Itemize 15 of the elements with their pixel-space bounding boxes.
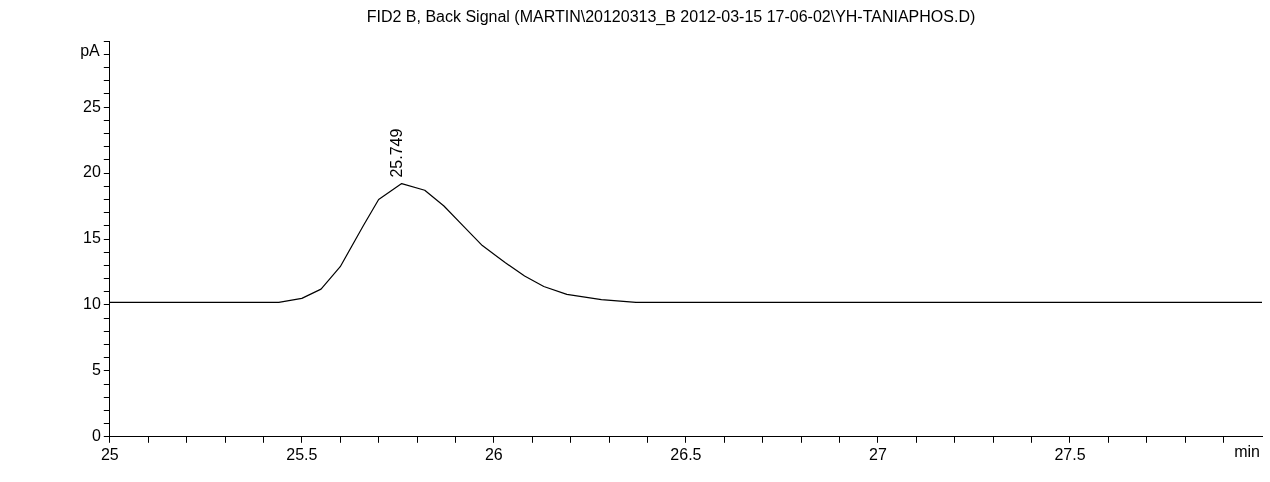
x-axis-title: min bbox=[1234, 443, 1260, 461]
y-tick-label: 15 bbox=[83, 229, 101, 247]
x-tick-label: 25.5 bbox=[286, 445, 318, 463]
annotation: 25.749 bbox=[387, 128, 405, 178]
y-tick-label: 0 bbox=[91, 427, 101, 445]
x-tick-label: 26.5 bbox=[670, 445, 702, 463]
chart-title: FID2 B, Back Signal (MARTIN\20120313_B 2012-03-15 17-06-02\YH-TANIAPHOS.D) bbox=[366, 8, 976, 27]
y-axis-title: pA bbox=[80, 41, 101, 59]
x-tick-label: 27 bbox=[869, 445, 887, 463]
y-tick-label: 10 bbox=[83, 295, 101, 313]
x-tick-label: 27.5 bbox=[1054, 445, 1086, 463]
y-tick-label: 25 bbox=[83, 97, 101, 115]
y-tick-label: 20 bbox=[83, 163, 101, 181]
x-tick-label: 26 bbox=[484, 445, 503, 463]
y-tick-label: 5 bbox=[91, 361, 101, 379]
